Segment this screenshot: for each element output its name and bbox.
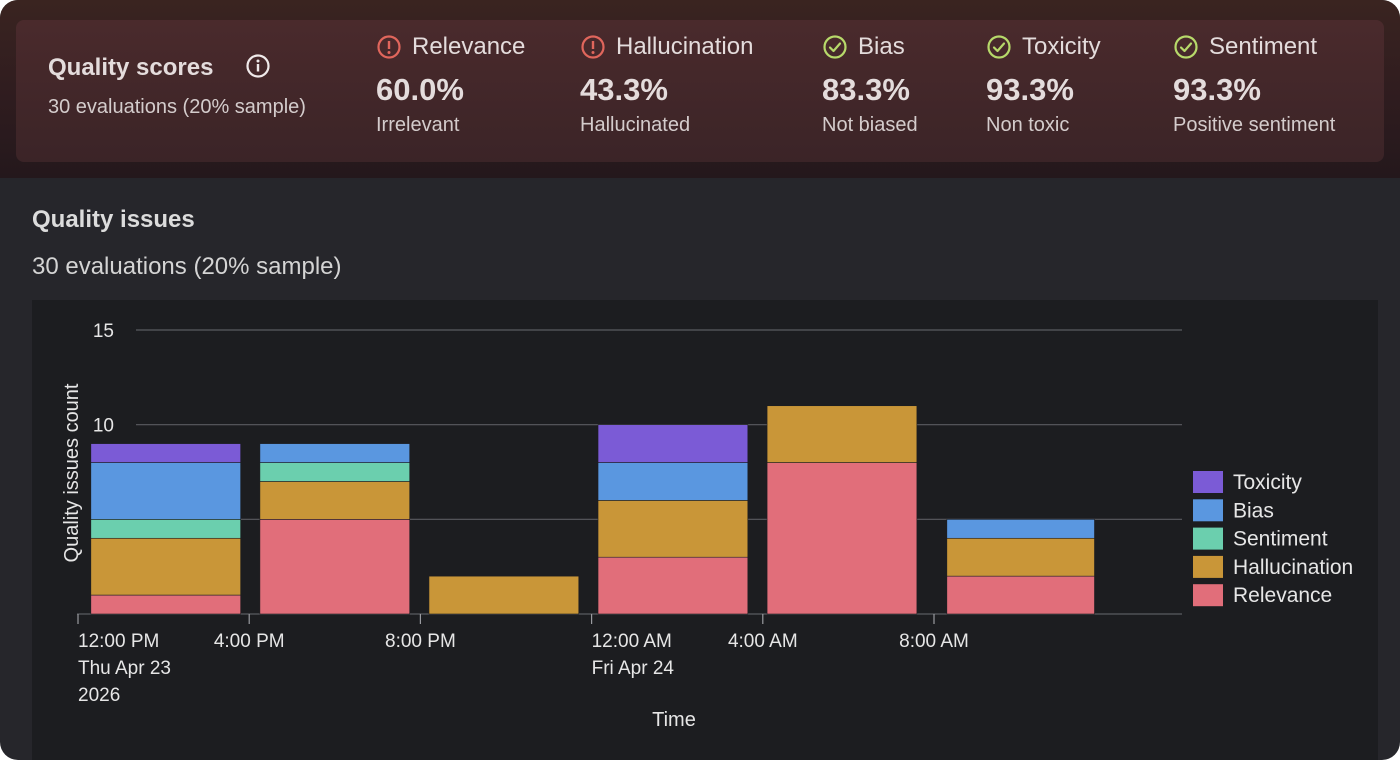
x-tick-label: 4:00 AM xyxy=(728,631,798,652)
info-icon[interactable] xyxy=(245,53,271,79)
quality-scores-title: Quality scores xyxy=(48,54,214,81)
legend-label-hallucination: Hallucination xyxy=(1233,556,1353,579)
metric-value: 83.3% xyxy=(822,72,910,107)
bar-segment-relevance xyxy=(597,556,749,615)
legend-swatch-relevance xyxy=(1193,584,1223,607)
bar-segment-relevance xyxy=(259,519,410,615)
x-tick-label: 4:00 PM xyxy=(214,631,285,652)
metric-label: Non toxic xyxy=(986,114,1070,136)
legend-label-sentiment: Sentiment xyxy=(1233,528,1328,551)
metric-relevance: Relevance 60.0% Irrelevant xyxy=(376,32,525,137)
metric-label: Hallucinated xyxy=(580,114,691,136)
x-tick-label: 12:00 AM xyxy=(592,631,672,652)
metric-value: 60.0% xyxy=(376,72,464,107)
quality-scores-subtitle: 30 evaluations (20% sample) xyxy=(48,96,306,118)
metric-bias: Bias 83.3% Not biased xyxy=(822,32,918,137)
bar-segment-relevance xyxy=(90,594,241,615)
metric-name: Hallucination xyxy=(616,33,754,60)
y-tick-label: 10 xyxy=(93,416,114,437)
legend-label-toxicity: Toxicity xyxy=(1233,471,1302,494)
metric-name: Sentiment xyxy=(1209,33,1318,60)
metric-label: Irrelevant xyxy=(376,114,460,136)
x-tick-label: 12:00 PM xyxy=(78,631,159,652)
x-tick-label: Fri Apr 24 xyxy=(592,658,675,679)
metric-value: 93.3% xyxy=(1173,72,1261,107)
x-tick-label: 8:00 PM xyxy=(385,631,456,652)
legend-swatch-bias xyxy=(1193,499,1223,522)
x-tick-label: 2026 xyxy=(78,685,120,706)
quality-issues-subtitle: 30 evaluations (20% sample) xyxy=(32,253,342,280)
legend-swatch-sentiment xyxy=(1193,527,1223,550)
bar-segment-relevance xyxy=(946,575,1095,615)
bar-segment-hallucination xyxy=(259,481,410,520)
bar-segment-hallucination xyxy=(766,405,918,463)
metric-toxicity: Toxicity 93.3% Non toxic xyxy=(986,32,1101,137)
metric-name: Relevance xyxy=(412,33,526,60)
bar-segment-hallucination xyxy=(90,537,241,596)
legend-swatch-toxicity xyxy=(1193,471,1223,493)
bar-segment-bias xyxy=(946,519,1095,539)
y-axis-title: Quality issues count xyxy=(61,383,83,562)
bar-segment-bias xyxy=(90,462,241,520)
quality-scores-card: Quality scores 30 evaluations (20% sampl… xyxy=(16,20,1384,162)
metric-value: 93.3% xyxy=(986,72,1074,107)
check-circle-icon xyxy=(987,35,1011,59)
bar-segment-hallucination xyxy=(597,500,749,558)
summary-band: Quality scores 30 evaluations (20% sampl… xyxy=(0,0,1400,178)
x-tick-label: 8:00 AM xyxy=(899,631,969,652)
metric-value: 43.3% xyxy=(580,72,668,107)
warning-icon xyxy=(581,35,605,59)
bar-segment-bias xyxy=(597,462,749,501)
bar-segment-sentiment xyxy=(259,462,410,482)
check-circle-icon xyxy=(1174,35,1198,59)
metric-hallucination: Hallucination 43.3% Hallucinated xyxy=(580,32,753,137)
bar-segment-bias xyxy=(259,443,410,463)
metric-sentiment: Sentiment 93.3% Positive sentiment xyxy=(1173,32,1335,137)
check-circle-icon xyxy=(823,35,847,59)
legend-label-bias: Bias xyxy=(1233,499,1274,522)
bar-segment-sentiment xyxy=(90,519,241,539)
bar-segment-hallucination xyxy=(946,537,1095,577)
metric-name: Bias xyxy=(858,33,905,60)
warning-icon xyxy=(377,35,401,59)
bar-segment-toxicity xyxy=(90,443,241,463)
x-tick-label: Thu Apr 23 xyxy=(78,658,171,679)
legend-swatch-hallucination xyxy=(1193,555,1223,578)
y-tick-label: 15 xyxy=(93,321,114,342)
legend-label-relevance: Relevance xyxy=(1233,584,1332,607)
metric-label: Positive sentiment xyxy=(1173,114,1336,136)
quality-issues-title: Quality issues xyxy=(32,206,195,233)
metric-label: Not biased xyxy=(822,114,918,136)
bar-segment-toxicity xyxy=(597,424,749,463)
x-axis-title: Time xyxy=(652,709,696,731)
bar-segment-relevance xyxy=(766,462,918,615)
metric-name: Toxicity xyxy=(1022,33,1101,60)
bar-segment-hallucination xyxy=(428,575,580,615)
